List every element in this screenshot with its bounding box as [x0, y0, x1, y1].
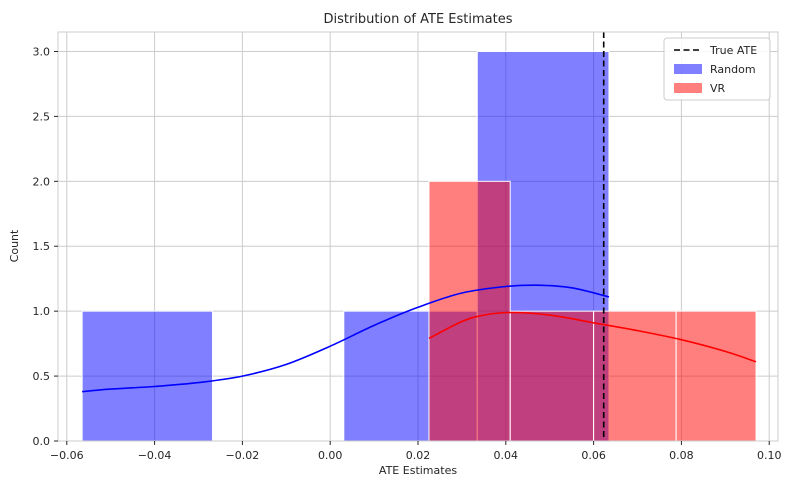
x-tick-label: 0.00 [318, 449, 343, 462]
y-tick-label: 1.0 [33, 305, 51, 318]
x-tick-label: 0.06 [581, 449, 606, 462]
bar-vr [593, 310, 677, 442]
bar-vr [428, 180, 511, 442]
legend-label-vr: VR [710, 82, 726, 95]
x-tick-label: −0.04 [138, 449, 172, 462]
y-tick-label: 0.5 [33, 370, 51, 383]
y-tick-label: 2.5 [33, 110, 51, 123]
kde-curves [82, 284, 757, 393]
y-axis-ticks: 0.0 0.5 1.0 1.5 2.0 2.5 3.0 [33, 45, 58, 448]
chart-legend: True ATE Random VR [663, 37, 771, 101]
x-tick-label: 0.04 [494, 449, 519, 462]
y-tick-label: 3.0 [33, 45, 51, 58]
x-tick-label: −0.06 [50, 449, 84, 462]
legend-label-true-ate: True ATE [709, 44, 757, 57]
kde-line-random [82, 284, 610, 393]
legend-label-random: Random [710, 63, 756, 76]
legend-swatch-vr [674, 83, 702, 93]
x-tick-label: −0.02 [226, 449, 260, 462]
kde-line-vr [428, 311, 757, 363]
bar-vr [509, 310, 595, 442]
legend-swatch-random [674, 64, 702, 74]
x-axis-ticks: −0.06 −0.04 −0.02 0.00 0.02 0.04 0.06 0.08 0.10 [50, 441, 782, 462]
y-axis-label: Count [8, 229, 21, 262]
x-tick-label: 0.10 [757, 449, 782, 462]
chart-title: Distribution of ATE Estimates [323, 12, 512, 27]
y-tick-label: 2.0 [33, 175, 51, 188]
bar-random [81, 310, 214, 442]
histogram-bars [81, 50, 757, 442]
x-tick-label: 0.08 [669, 449, 694, 462]
y-tick-label: 1.5 [33, 240, 51, 253]
x-tick-label: 0.02 [406, 449, 431, 462]
bar-vr [675, 310, 757, 442]
y-tick-label: 0.0 [33, 435, 51, 448]
x-axis-label: ATE Estimates [379, 464, 457, 477]
